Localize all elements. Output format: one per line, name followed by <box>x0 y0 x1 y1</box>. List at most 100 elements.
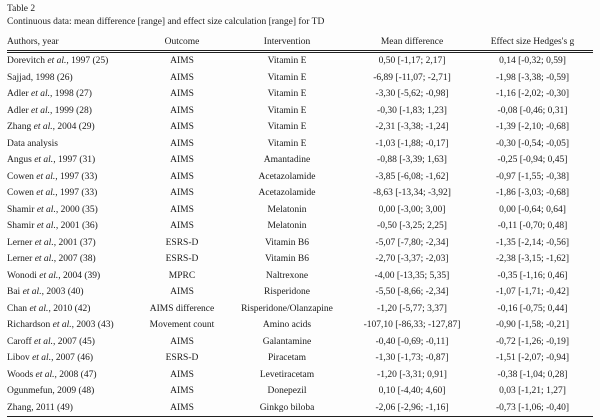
effect-size-cell: -0,35 [-1,16; 0,46] <box>497 270 568 281</box>
outcome-cell: AIMS <box>170 72 194 83</box>
intervention-cell: Vitamin E <box>267 122 307 133</box>
effect-size-cell: -0,97 [-1,55; -0,38] <box>495 171 570 182</box>
intervention-cell: Galantamine <box>262 336 312 347</box>
table-row: Zhang et al., 2004 (29) AIMS Vitamin E -2,3… <box>7 119 593 136</box>
outcome-cell: AIMS <box>170 171 194 182</box>
table-row: Sajjad, 1998 (26) AIMS Vitamin E -6,89 [-11… <box>7 70 593 87</box>
effect-size-cell: -1,98 [-3,38; -0,59] <box>495 72 570 83</box>
intervention-cell: Piracetam <box>268 353 306 364</box>
mean-difference-cell: -3,85 [-6,08; -1,62] <box>375 171 449 182</box>
effect-size-cell: 0,03 [-1,21; 1,27] <box>499 386 566 397</box>
data-table: Authors, year Outcome Intervention Mean … <box>7 32 593 417</box>
authors-cell: Wonodi et al., 2004 (39) <box>7 270 101 281</box>
mean-difference-cell: -107,10 [-86,33; -127,87] <box>363 320 461 331</box>
table-row: Angus et al., 1997 (31) AIMS Amantadine -0,… <box>7 152 593 169</box>
table-row: Woods et al., 2008 (47) AIMS Levetiracetam… <box>7 367 593 384</box>
outcome-cell: AIMS <box>170 386 194 397</box>
effect-size-cell: -0,16 [-0,75; 0,44] <box>497 303 568 314</box>
column-header-effect-size: Effect size Hedges's g <box>472 32 593 53</box>
intervention-cell: Melatonin <box>267 221 307 232</box>
effect-size-cell: -1,16 [-2,02; -0,30] <box>495 89 570 100</box>
outcome-cell: MPRC <box>168 270 196 281</box>
outcome-cell: AIMS <box>170 105 194 116</box>
intervention-cell: Risperidone/Olanzapine <box>241 303 333 314</box>
table-row: Cowen et al., 1997 (33) AIMS Acetazolamide… <box>7 169 593 186</box>
outcome-cell: AIMS <box>170 336 194 347</box>
table-row: Adler et al., 1998 (27) AIMS Vitamin E -3,3… <box>7 86 593 103</box>
outcome-cell: AIMS <box>170 221 194 232</box>
authors-cell: Shamir et al., 2001 (36) <box>7 221 98 232</box>
authors-cell: Adler et al., 1999 (28) <box>7 105 92 116</box>
table-row: Adler et al., 1999 (28) AIMS Vitamin E -0,3… <box>7 103 593 120</box>
authors-cell: Chan et al., 2010 (42) <box>7 303 91 314</box>
mean-difference-cell: -0,30 [-1,83; 1,23] <box>377 105 447 116</box>
mean-difference-cell: -1,20 [-3,31; 0,91] <box>377 369 447 380</box>
mean-difference-cell: -8,63 [-13,34; -3,92] <box>373 188 451 199</box>
mean-difference-cell: -0,88 [-3,39; 1,63] <box>377 155 447 166</box>
intervention-cell: Risperidone <box>264 287 310 298</box>
authors-cell: Lerner et al., 2001 (37) <box>7 237 96 248</box>
table-row: Wonodi et al., 2004 (39) MPRC Naltrexone -4… <box>7 268 593 285</box>
authors-cell: Zhang et al., 2004 (29) <box>7 122 95 133</box>
effect-size-cell: -1,39 [-2,10; -0,68] <box>495 122 570 133</box>
authors-cell: Zhang, 2011 (49) <box>7 402 73 413</box>
mean-difference-cell: -6,89 [-11,07; -2,71] <box>373 72 451 83</box>
mean-difference-cell: -2,31 [-3,38; -1,24] <box>375 122 449 133</box>
outcome-cell: AIMS <box>170 402 194 413</box>
effect-size-cell: -0,38 [-1,04; 0,28] <box>497 369 568 380</box>
outcome-cell: AIMS <box>170 56 194 67</box>
table-row: Libov et al., 2007 (46) ESRS-D Piracetam -1… <box>7 350 593 367</box>
intervention-cell: Ginkgo biloba <box>259 402 315 413</box>
mean-difference-cell: -2,70 [-3,37; -2,03] <box>375 254 449 265</box>
intervention-cell: Naltrexone <box>265 270 309 281</box>
authors-cell: Angus et al., 1997 (31) <box>7 155 96 166</box>
intervention-cell: Acetazolamide <box>258 188 316 199</box>
outcome-cell: Movement count <box>149 320 215 331</box>
table-row: Caroff et al., 2007 (45) AIMS Galantamine -… <box>7 334 593 351</box>
intervention-cell: Vitamin B6 <box>264 254 310 265</box>
mean-difference-cell: 0,50 [-1,17; 2,17] <box>378 56 446 67</box>
intervention-cell: Vitamin E <box>267 56 307 67</box>
authors-cell: Adler et al., 1998 (27) <box>7 89 92 100</box>
authors-cell: Caroff et al., 2007 (45) <box>7 336 95 347</box>
table-header: Authors, year Outcome Intervention Mean … <box>7 32 593 53</box>
authors-cell: Dorevitch et al., 1997 (25) <box>7 56 109 67</box>
table-row: Richardson et al., 2003 (43) Movement cou… <box>7 317 593 334</box>
intervention-cell: Donepezil <box>267 386 307 397</box>
table-caption: Continuous data: mean difference [range]… <box>7 17 325 27</box>
mean-difference-cell: 0,10 [-4,40; 4,60] <box>378 386 446 397</box>
mean-difference-cell: -3,30 [-5,62; -0,98] <box>375 89 449 100</box>
authors-cell: Cowen et al., 1997 (33) <box>7 171 98 182</box>
table-row: Lerner et al., 2007 (38) ESRS-D Vitamin B6… <box>7 251 593 268</box>
outcome-cell: AIMS <box>170 155 194 166</box>
mean-difference-cell: -0,50 [-3,25; 2,25] <box>377 221 447 232</box>
header-row: Authors, year Outcome Intervention Mean … <box>7 32 593 53</box>
intervention-cell: Amantadine <box>263 155 311 166</box>
table-row: Cowen et al., 1997 (33) AIMS Acetazolamide… <box>7 185 593 202</box>
table-row: Zhang, 2011 (49) AIMS Ginkgo biloba -2,06 [… <box>7 400 593 417</box>
authors-cell: Cowen et al., 1997 (33) <box>7 188 98 199</box>
effect-size-cell: -0,90 [-1,58; -0,21] <box>495 320 570 331</box>
mean-difference-cell: -2,06 [-2,96; -1,16] <box>375 402 449 413</box>
outcome-cell: AIMS difference <box>149 303 215 314</box>
mean-difference-cell: -1,03 [-1,88; -0,17] <box>375 138 449 149</box>
intervention-cell: Vitamin E <box>267 72 307 83</box>
outcome-cell: AIMS <box>170 122 194 133</box>
effect-size-cell: -0,08 [-0,46; 0,31] <box>497 105 568 116</box>
effect-size-cell: -1,07 [-1,71; -0,42] <box>495 287 570 298</box>
mean-difference-cell: -5,50 [-8,66; -2,34] <box>375 287 449 298</box>
intervention-cell: Vitamin E <box>267 138 307 149</box>
intervention-cell: Vitamin E <box>267 105 307 116</box>
table-row: Shamir et al., 2000 (35) AIMS Melatonin 0,0… <box>7 202 593 219</box>
effect-size-cell: -1,35 [-2,14; -0,56] <box>495 237 570 248</box>
mean-difference-cell: -1,30 [-1,73; -0,87] <box>375 353 449 364</box>
outcome-cell: ESRS-D <box>165 254 199 265</box>
table-row: Dorevitch et al., 1997 (25) AIMS Vitamin E… <box>7 52 593 70</box>
authors-cell: Bai et al., 2003 (40) <box>7 287 84 298</box>
table-row: Chan et al., 2010 (42) AIMS difference Ris… <box>7 301 593 318</box>
authors-cell: Woods et al., 2008 (47) <box>7 369 97 380</box>
authors-cell: Shamir et al., 2000 (35) <box>7 204 98 215</box>
effect-size-cell: -2,38 [-3,15; -1,62] <box>495 254 570 265</box>
table-row: Shamir et al., 2001 (36) AIMS Melatonin -0,… <box>7 218 593 235</box>
